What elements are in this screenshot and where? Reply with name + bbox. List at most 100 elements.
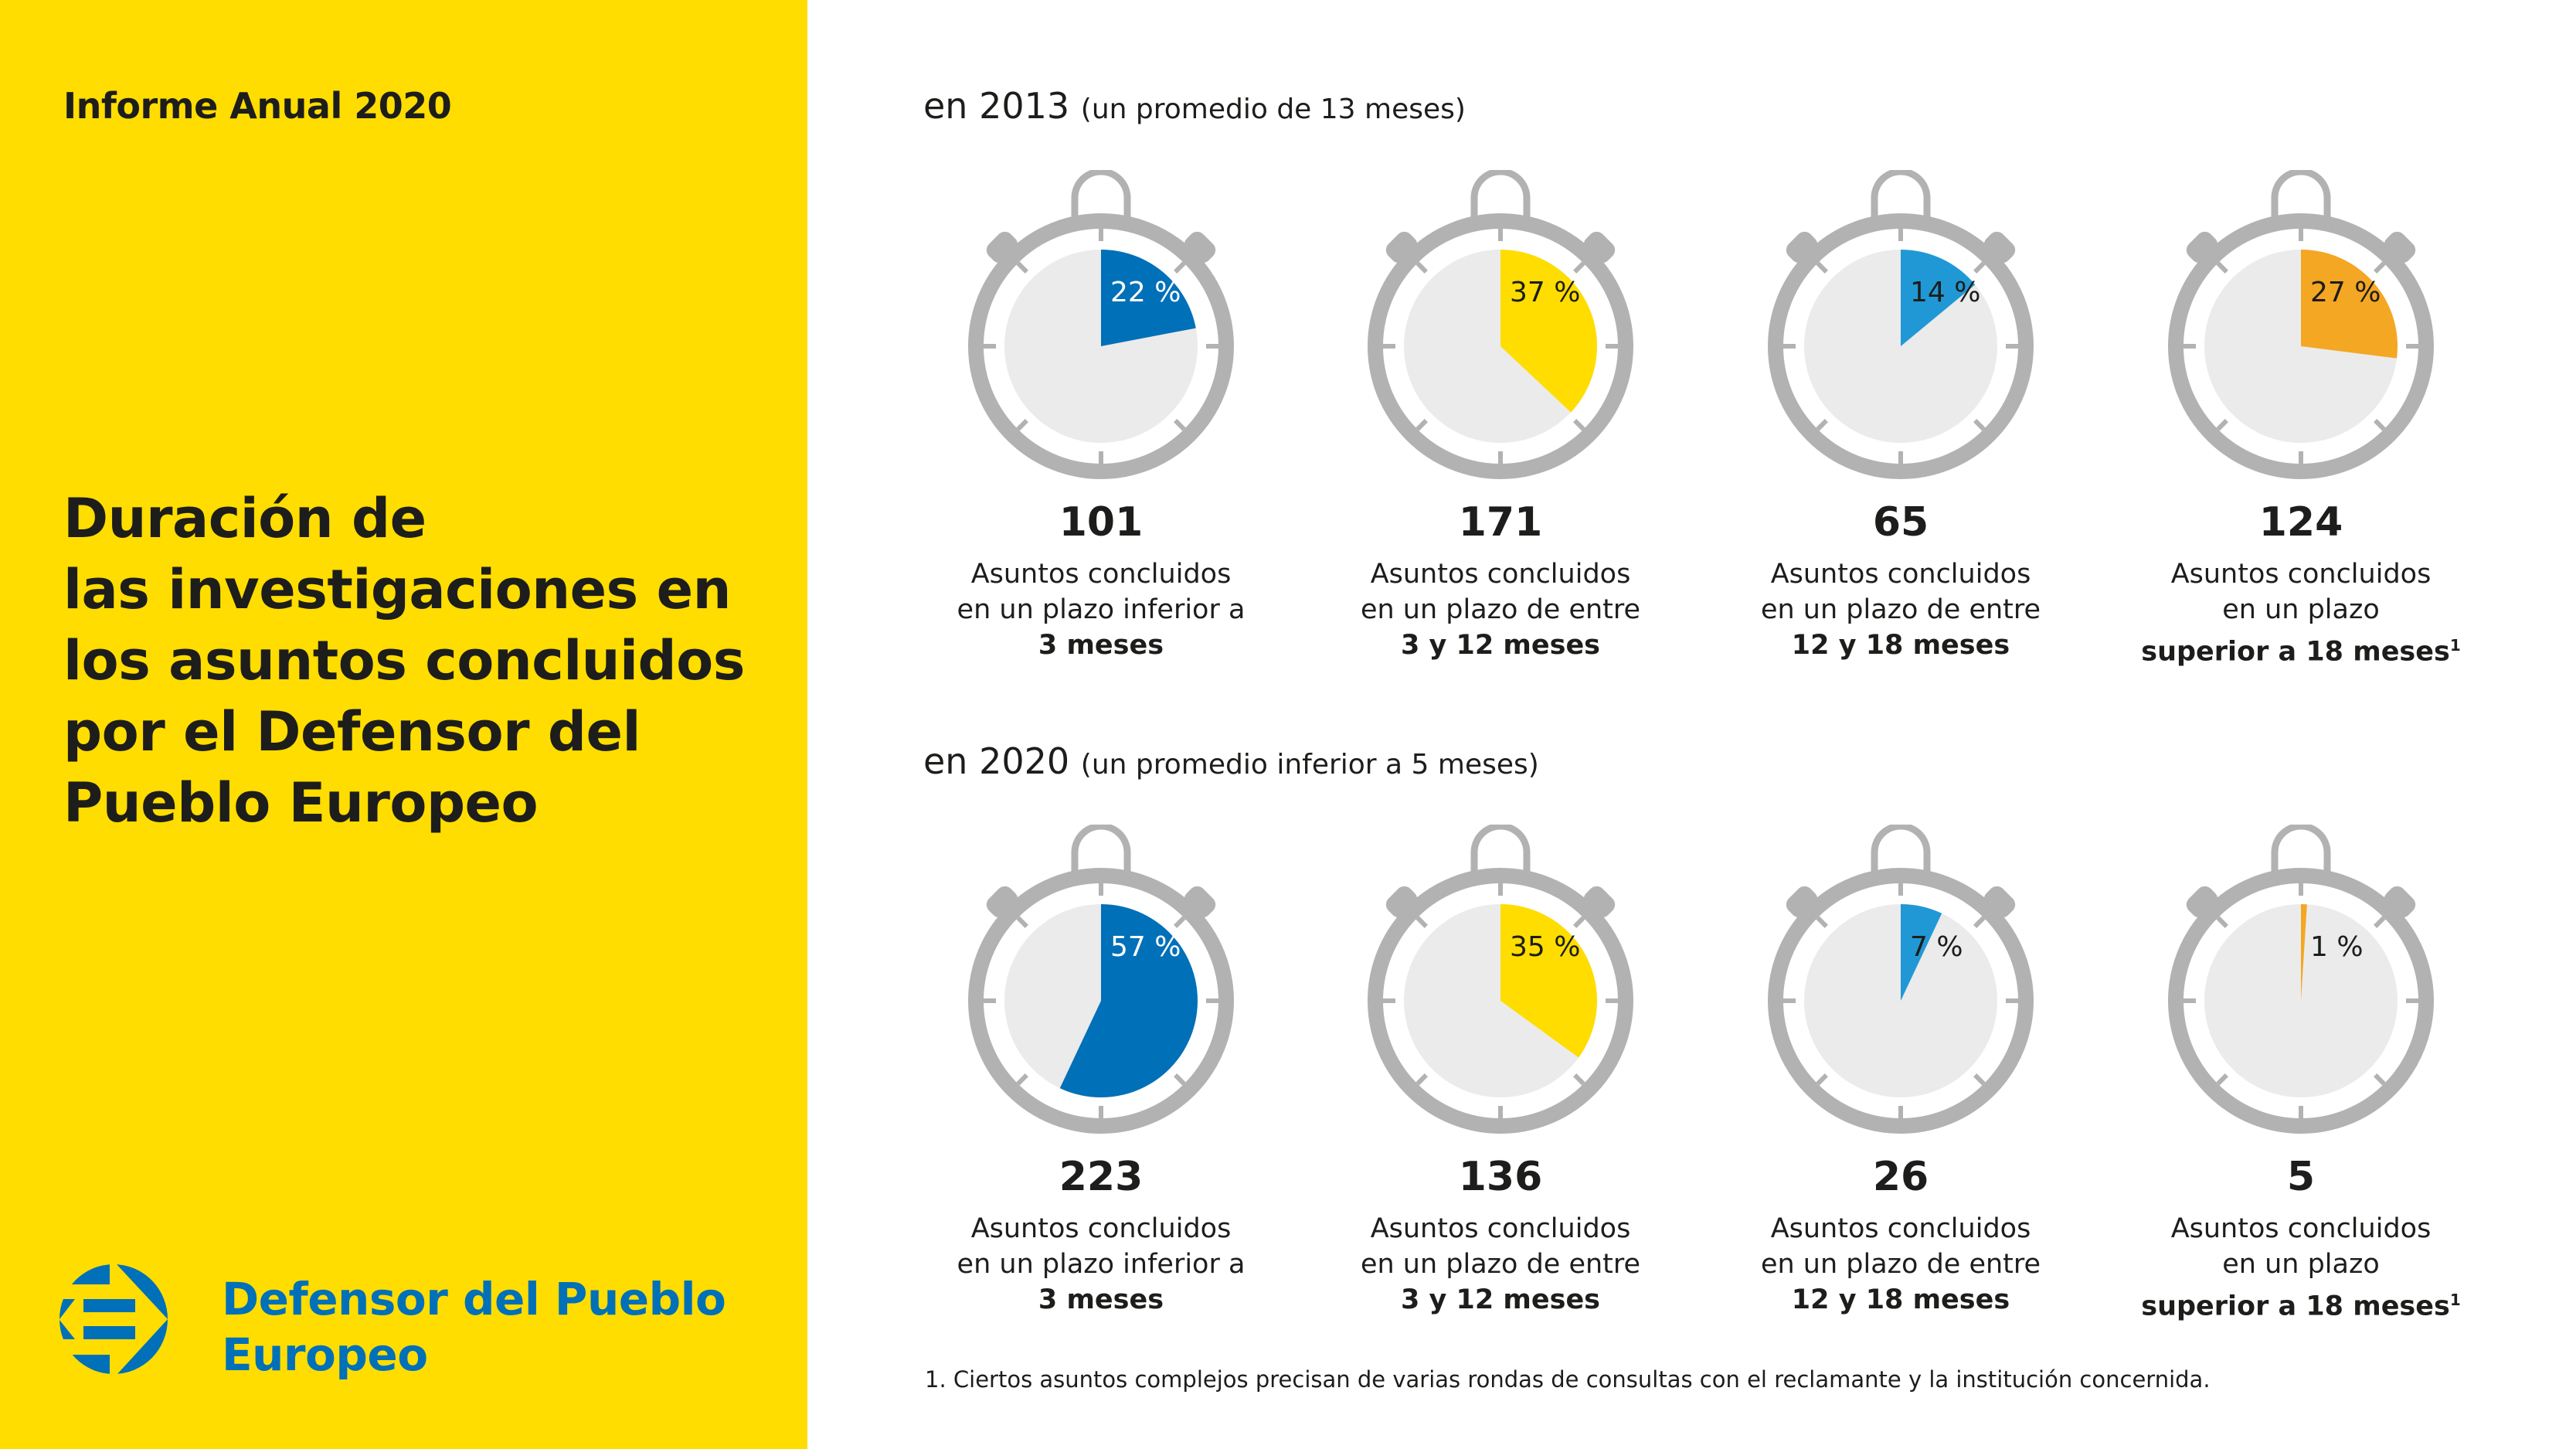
dial-tick bbox=[2216, 419, 2228, 431]
dial-tick bbox=[2374, 419, 2386, 431]
stopwatch-loop bbox=[1470, 825, 1531, 877]
description-line-bold: 12 y 18 meses bbox=[1700, 628, 2102, 663]
description-line: en un plazo bbox=[2222, 594, 2380, 625]
stopwatch-chart: 22 % 101 Asuntos concluidos en un plazo inf… bbox=[900, 170, 1302, 663]
stopwatch-loop bbox=[2271, 825, 2331, 877]
percent-label: 22 % bbox=[1110, 277, 1181, 308]
title-line: Duración de bbox=[63, 487, 427, 550]
dial-tick bbox=[2374, 261, 2386, 274]
percent-label: 1 % bbox=[2310, 931, 2364, 963]
stopwatch-chart: 37 % 171 Asuntos concluidos en un plazo de … bbox=[1300, 170, 1701, 663]
case-count: 136 bbox=[1458, 1154, 1543, 1200]
description-line: Asuntos concluidos bbox=[2170, 1213, 2432, 1244]
dial-tick bbox=[1174, 261, 1186, 274]
description-line: en un plazo inferior a bbox=[957, 594, 1246, 625]
category-description: Asuntos concluidos en un plazo de entre 3 … bbox=[1300, 556, 1701, 663]
duration-range: 3 meses bbox=[1038, 630, 1164, 661]
title-line: Pueblo Europeo bbox=[63, 771, 539, 835]
stopwatch-icon: 27 % bbox=[2168, 170, 2434, 479]
case-count: 171 bbox=[1458, 499, 1543, 546]
case-count: 101 bbox=[1059, 499, 1144, 546]
page-title: Duración de las investigaciones en los a… bbox=[63, 483, 797, 838]
dial-tick bbox=[1816, 916, 1828, 928]
duration-range: superior a 18 meses bbox=[2141, 636, 2450, 668]
duration-range: 3 meses bbox=[1038, 1284, 1164, 1315]
category-description: Asuntos concluidos en un plazo superior a … bbox=[2100, 556, 2502, 670]
stopwatch-chart: 1 % 5 Asuntos concluidos en un plazo superio… bbox=[2100, 825, 2502, 1325]
title-line: los asuntos concluidos bbox=[63, 629, 745, 692]
dial-tick bbox=[1016, 419, 1028, 431]
case-count: 5 bbox=[2286, 1154, 2316, 1200]
dial-tick bbox=[1174, 1073, 1186, 1086]
dial-tick bbox=[1973, 261, 1986, 274]
stopwatch-chart: 57 % 223 Asuntos concluidos en un plazo inf… bbox=[900, 825, 1302, 1318]
case-count: 223 bbox=[1059, 1154, 1144, 1200]
stopwatch-chart: 35 % 136 Asuntos concluidos en un plazo de … bbox=[1300, 825, 1701, 1318]
percent-label: 7 % bbox=[1910, 931, 1963, 963]
dial-tick bbox=[1573, 916, 1585, 928]
stopwatch-icon: 35 % bbox=[1368, 825, 1633, 1134]
dial-tick bbox=[1415, 261, 1428, 274]
category-description: Asuntos concluidos en un plazo inferior a… bbox=[900, 556, 1302, 663]
dial-tick bbox=[1016, 916, 1028, 928]
dial-tick bbox=[2216, 916, 2228, 928]
stopwatch-icon: 57 % bbox=[968, 825, 1234, 1134]
description-line-bold: superior a 18 meses1 bbox=[2100, 628, 2502, 670]
pie-slice bbox=[2301, 250, 2398, 359]
stopwatch-icon: 7 % bbox=[1768, 825, 2034, 1134]
pie-slice bbox=[1500, 250, 1597, 413]
dial-tick bbox=[1973, 916, 1986, 928]
pie-slice bbox=[1059, 904, 1198, 1097]
stopwatch-chart: 27 % 124 Asuntos concluidos en un plazo supe… bbox=[2100, 170, 2502, 670]
title-line: por el Defensor del bbox=[63, 700, 641, 764]
description-line: Asuntos concluidos bbox=[1370, 1213, 1631, 1244]
logo-name-line: Defensor del Pueblo bbox=[222, 1273, 726, 1325]
description-line-bold: superior a 18 meses1 bbox=[2100, 1282, 2502, 1325]
dial-tick bbox=[1174, 419, 1186, 431]
section-heading-2013: en 2013 (un promedio de 13 meses) bbox=[923, 85, 1466, 127]
stopwatch-loop bbox=[1871, 170, 1931, 223]
duration-range: 3 y 12 meses bbox=[1400, 630, 1601, 661]
duration-range: superior a 18 meses bbox=[2141, 1291, 2450, 1322]
title-line: las investigaciones en bbox=[63, 558, 731, 621]
footnote-mark: 1 bbox=[2449, 1291, 2461, 1309]
dial-tick bbox=[1973, 419, 1986, 431]
percent-label: 57 % bbox=[1110, 931, 1181, 963]
description-line: en un plazo de entre bbox=[1760, 1249, 2041, 1280]
stopwatch-loop bbox=[1871, 825, 1931, 877]
percent-label: 27 % bbox=[2310, 277, 2381, 308]
footnote-mark: 1 bbox=[2449, 636, 2461, 655]
section-heading-2020: en 2020 (un promedio inferior a 5 meses) bbox=[923, 740, 1539, 782]
description-line-bold: 3 meses bbox=[900, 1282, 1302, 1318]
category-description: Asuntos concluidos en un plazo de entre 3 … bbox=[1300, 1211, 1701, 1318]
dial-tick bbox=[1016, 1073, 1028, 1086]
dial-tick bbox=[1573, 419, 1585, 431]
duration-range: 12 y 18 meses bbox=[1791, 630, 2010, 661]
dial-tick bbox=[2216, 261, 2228, 274]
description-line-bold: 3 meses bbox=[900, 628, 1302, 663]
description-line: Asuntos concluidos bbox=[970, 1213, 1232, 1244]
stopwatch-loop bbox=[1071, 825, 1131, 877]
pie-slice bbox=[1500, 904, 1597, 1058]
dial-tick bbox=[1573, 261, 1585, 274]
stopwatch-chart: 7 % 26 Asuntos concluidos en un plazo de en… bbox=[1700, 825, 2102, 1318]
description-line: Asuntos concluidos bbox=[1370, 559, 1631, 590]
dial-tick bbox=[1415, 419, 1428, 431]
section-year: en 2013 bbox=[923, 85, 1070, 127]
description-line: en un plazo bbox=[2222, 1249, 2380, 1280]
dial-tick bbox=[1174, 916, 1186, 928]
description-line-bold: 3 y 12 meses bbox=[1300, 628, 1701, 663]
description-line-bold: 3 y 12 meses bbox=[1300, 1282, 1701, 1318]
dial-tick bbox=[1816, 1073, 1828, 1086]
dial-tick bbox=[1816, 419, 1828, 431]
percent-label: 37 % bbox=[1510, 277, 1580, 308]
stopwatch-icon: 22 % bbox=[968, 170, 1234, 479]
description-line: en un plazo inferior a bbox=[957, 1249, 1246, 1280]
pie-slice bbox=[1101, 250, 1196, 346]
stopwatch-loop bbox=[1470, 170, 1531, 223]
category-description: Asuntos concluidos en un plazo superior a … bbox=[2100, 1211, 2502, 1325]
percent-label: 14 % bbox=[1910, 277, 1980, 308]
description-line: Asuntos concluidos bbox=[1770, 559, 2031, 590]
stopwatch-loop bbox=[2271, 170, 2331, 223]
duration-range: 12 y 18 meses bbox=[1791, 1284, 2010, 1315]
